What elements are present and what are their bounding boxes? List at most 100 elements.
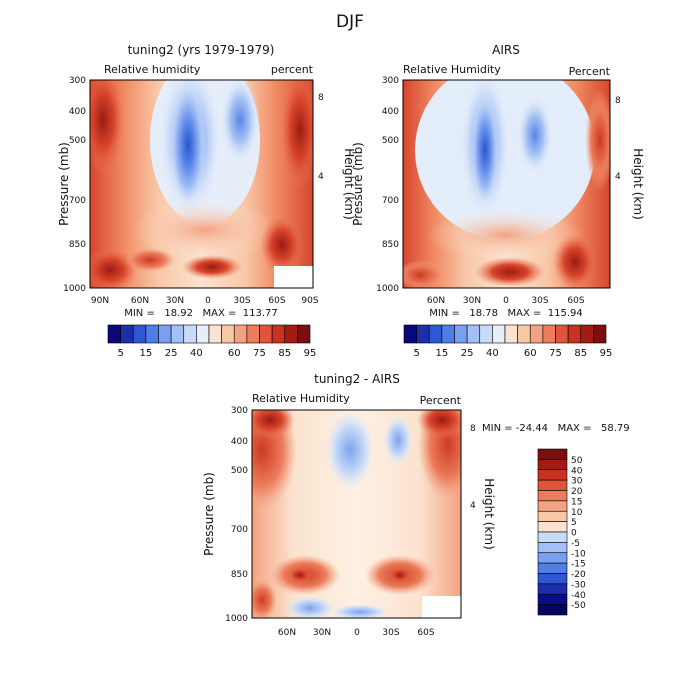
colorbar-swatch (221, 324, 235, 344)
tick-label: 60N (427, 296, 445, 306)
tick-label: 700 (231, 525, 248, 535)
y-ticks-left: 300 400 500 700 850 1000 (225, 406, 248, 624)
colorbar-label: 40 (190, 348, 203, 359)
colorbar-label: 60 (228, 348, 241, 359)
y-ticks-right: 8 4 (615, 96, 621, 182)
colorbar-label: 85 (278, 348, 291, 359)
x-ticks: 90N 60N 30N 0 30S 60S 90S (91, 296, 319, 306)
tick-label: 8 (615, 96, 621, 106)
colorbar-swatch (454, 324, 468, 344)
colorbar-swatch (537, 490, 568, 502)
colorbar-swatch (441, 324, 455, 344)
colorbar-label: -40 (571, 591, 586, 601)
colorbar-swatch (529, 324, 544, 344)
colorbar-swatch (537, 604, 568, 616)
plot-frame (251, 409, 462, 619)
colorbar-swatch (297, 324, 311, 344)
tick-label: 500 (231, 466, 248, 476)
plot-frame (89, 79, 314, 289)
colorbar-swatch (555, 324, 569, 344)
colorbar-swatch (107, 324, 121, 344)
stats-text: MIN = -24.44 MAX = 58.79 (482, 423, 630, 434)
colorbar-swatch (593, 324, 607, 344)
colorbar-swatch (403, 324, 417, 344)
heatmap-field (403, 80, 610, 288)
tick-label: 0 (354, 628, 360, 638)
colorbar-swatch (537, 583, 568, 595)
colorbar-swatch (537, 521, 568, 533)
figure-title: DJF (336, 12, 364, 32)
heatmap-field (252, 410, 461, 618)
panel-tuning2: tuning2 (yrs 1979-1979) Relative humidit… (57, 43, 356, 319)
y-axis-label: Pressure (mb) (202, 472, 216, 556)
stats-text: MIN = 18.78 MAX = 115.94 (429, 308, 583, 319)
colorbar-label: 95 (304, 348, 317, 359)
tick-label: 500 (69, 136, 86, 146)
colorbar-label: -5 (571, 539, 580, 549)
tick-label: 850 (231, 570, 248, 580)
colorbar-swatch (259, 324, 273, 344)
colorbar-swatch (542, 324, 556, 344)
panel-title: tuning2 (yrs 1979-1979) (128, 43, 275, 57)
y-axis-label-right: Height (km) (482, 478, 496, 549)
y-ticks-left: 300 400 500 700 850 1000 (63, 76, 86, 294)
panel-subtitle-left: Relative Humidity (403, 63, 501, 76)
tick-label: 60N (278, 628, 296, 638)
colorbar-swatch (132, 324, 147, 344)
colorbar-swatch (567, 324, 582, 344)
tick-label: 0 (205, 296, 211, 306)
tick-label: 850 (382, 240, 399, 250)
colorbar-label: -10 (571, 549, 586, 559)
tick-label: 300 (231, 406, 248, 416)
colorbar-label: 50 (571, 456, 583, 466)
tick-label: 30N (313, 628, 331, 638)
colorbar-swatch (537, 531, 568, 543)
tick-label: 30S (233, 296, 250, 306)
panel-title: tuning2 - AIRS (314, 372, 400, 386)
tick-label: 300 (69, 76, 86, 86)
heatmap-field (90, 80, 313, 288)
colorbar-label: 30 (571, 477, 583, 487)
colorbar-swatch (537, 510, 568, 522)
colorbar-swatch (537, 573, 568, 585)
x-ticks: 60N 30N 0 30S 60S (427, 296, 585, 306)
colorbar-swatch (183, 324, 197, 344)
colorbar-label: -30 (571, 580, 586, 590)
panel-subtitle-right: Percent (420, 394, 462, 407)
colorbar-label: 95 (600, 348, 613, 359)
colorbar-swatch (537, 542, 568, 554)
colorbar-swatch (428, 324, 443, 344)
tick-label: 500 (382, 136, 399, 146)
colorbar-swatch (479, 324, 493, 344)
tick-label: 30S (382, 628, 399, 638)
tick-label: 30N (463, 296, 481, 306)
tick-label: 400 (231, 437, 248, 447)
colorbar-swatch (284, 324, 298, 344)
tick-label: 700 (382, 196, 399, 206)
tick-label: 8 (470, 424, 476, 434)
colorbar-swatch (537, 469, 568, 481)
colorbar-label: -20 (571, 570, 586, 580)
tick-label: 90S (301, 296, 318, 306)
colorbar-airs: 5 15 25 40 60 75 85 95 (403, 324, 613, 359)
tick-label: 300 (382, 76, 399, 86)
colorbar-swatch (537, 552, 568, 564)
tick-label: 400 (69, 107, 86, 117)
y-axis-label: Pressure (mb) (57, 142, 71, 226)
y-ticks-right: 8 4 (318, 93, 324, 182)
tick-label: 60N (131, 296, 149, 306)
colorbar-swatch (537, 459, 568, 471)
colorbar-swatch (170, 324, 185, 344)
colorbar-swatch (537, 562, 568, 574)
colorbar-swatch (537, 593, 568, 605)
colorbar-swatch (145, 324, 159, 344)
colorbar-label: -15 (571, 560, 586, 570)
colorbar-label: 5 (571, 518, 577, 528)
tick-label: 30S (531, 296, 548, 306)
panel-difference: tuning2 - AIRS Relative Humidity Percent… (202, 372, 630, 638)
colorbar-label: 60 (524, 348, 537, 359)
panel-airs: AIRS Relative Humidity Percent 300 400 5… (351, 43, 645, 319)
x-ticks: 60N 30N 0 30S 60S (278, 628, 435, 638)
colorbar-label: 75 (549, 348, 562, 359)
tick-label: 700 (69, 196, 86, 206)
